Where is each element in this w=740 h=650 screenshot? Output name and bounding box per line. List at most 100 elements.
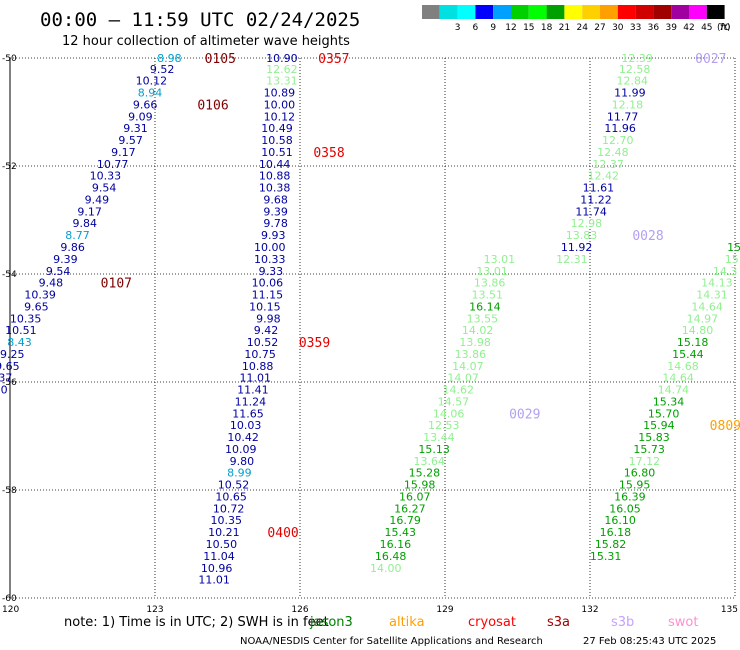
wave-height-value: 8.77 [65,229,90,242]
wave-height-value: 16.39 [614,490,646,503]
wave-height-value: 10.33 [90,170,122,183]
wave-height-value: 14.57 [438,395,470,408]
wave-height-value: 9.54 [92,182,117,195]
wave-height-value: 13.31 [266,75,298,88]
color-bin-label: 33 [630,23,641,33]
color-unit-label: (ft) [717,23,731,33]
timestamp-text: 27 Feb 08:25:43 UTC 2025 [583,636,716,647]
wave-height-value: 12.98 [571,217,603,230]
wave-height-value: 10.75 [244,348,276,361]
wave-height-value: 14.80 [682,324,714,337]
wave-height-value: 14.02 [462,324,494,337]
wave-height-value: 11.77 [607,110,639,123]
color-bin [671,5,689,19]
wave-height-value: 15.82 [595,538,627,551]
wave-height-value: 14.62 [443,384,475,397]
color-bin-label: 39 [665,23,677,33]
wave-height-value: 16.05 [609,502,641,515]
wave-height-value: 15.73 [633,443,665,456]
color-scale: 3 6 9 12 15 18 21 24 27 30 33 36 39 42 45 70(ft) [422,5,731,33]
wave-height-value: 11.74 [575,205,607,218]
color-bin [475,5,494,19]
wave-height-value: 9.37 [0,372,12,385]
color-bin-label: 30 [612,23,624,33]
wave-height-value: 9.25 [0,348,25,361]
wave-height-value: 10.33 [254,253,286,266]
wave-height-value: 11.01 [198,574,230,587]
y-tick-label: -52 [2,162,17,172]
wave-height-value: 16.16 [380,538,412,551]
wave-height-value: 9.66 [133,98,158,111]
color-bin-label: 6 [473,23,479,33]
wave-height-value: 9.60 [0,384,8,397]
wave-height-value: 10.49 [261,122,293,135]
wave-height-value: 10.38 [259,182,291,195]
color-bin-label: 27 [594,23,605,33]
wave-height-value: 16.10 [604,514,636,527]
wave-height-value: 14.97 [687,312,719,325]
wave-height-value: 10.51 [261,146,293,159]
wave-height-value: 15. [725,253,740,266]
satellite-legend-cryosat: cryosat [468,615,516,630]
wave-height-value: 9.86 [60,241,85,254]
wave-height-value: 12.84 [617,75,649,88]
wave-height-value: 14.68 [667,360,699,373]
wave-height-value: 13.64 [414,455,446,468]
wave-height-value: 9.54 [46,265,71,278]
pass-time-label: 0106 [197,98,228,113]
color-bin-label: 12 [505,23,516,33]
wave-height-value: 13.44 [423,431,455,444]
wave-height-value: 14.3 [713,265,738,278]
color-bin-label: 18 [541,23,553,33]
wave-height-value: 11.96 [604,122,636,135]
wave-height-value: 9.78 [263,217,288,230]
wave-height-value: 9.65 [0,360,20,373]
color-bin-label: 42 [683,23,694,33]
wave-height-value: 9.57 [118,134,143,147]
wave-height-value: 13.86 [455,348,487,361]
wave-height-value: 16.80 [624,467,656,480]
wave-height-value: 14.00 [370,562,402,575]
wave-height-value: 13.01 [484,253,516,266]
wave-height-value: 9.31 [123,122,148,135]
wave-height-value: 15.18 [677,336,709,349]
wave-height-value: 15.83 [638,431,670,444]
wave-height-value: 10.58 [261,134,293,147]
wave-height-value: 9.33 [259,265,284,278]
wave-height-value: 9.48 [39,277,64,290]
wave-height-value: 13.51 [472,289,504,302]
pass-time-label: 0809 [710,419,740,434]
wave-height-value: 16.79 [389,514,421,527]
wave-height-value: 12.39 [621,52,653,65]
wave-height-value: 11.61 [583,182,615,195]
wave-height-value: 12.18 [612,98,644,111]
x-tick-label: 126 [291,605,308,615]
satellite-legend-swot: swot [668,615,698,630]
wave-height-value: 17.12 [629,455,661,468]
color-bin-label: 3 [455,23,461,33]
wave-height-value: 12.58 [619,63,651,76]
wave-height-value: 9.68 [263,193,288,206]
wave-height-value: 16.14 [469,300,501,313]
color-bin-label: 15 [523,23,534,33]
satellite-legend-s3a: s3a [547,615,570,630]
pass-time-label: 0359 [299,336,330,351]
color-bin [653,5,672,19]
wave-height-value: 9.39 [263,205,288,218]
wave-height-value: 10.72 [213,502,245,515]
wave-height-value: 11.01 [240,372,272,385]
wave-height-value: 10.21 [208,526,240,539]
wave-height-value: 9.52 [150,63,175,76]
wave-height-value: 10.52 [218,479,250,492]
color-bin [546,5,565,19]
wave-height-value: 15.94 [643,419,675,432]
wave-height-value: 9.09 [128,110,153,123]
wave-height-value: 10.06 [252,277,284,290]
wave-height-value: 8.98 [157,52,182,65]
y-tick-label: -60 [2,594,17,604]
wave-height-value: 16.07 [399,490,431,503]
y-tick-label: -54 [2,270,17,280]
y-tick-label: -56 [2,378,17,388]
satellite-legend-jason3: jason3 [309,615,353,630]
